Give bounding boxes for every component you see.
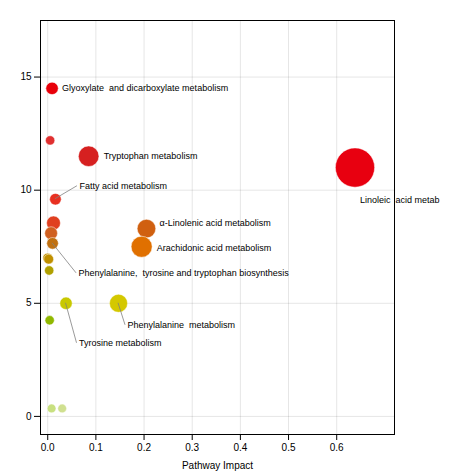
svg-text:Tryptophan metabolism: Tryptophan metabolism — [104, 151, 198, 161]
svg-text:0.5: 0.5 — [282, 442, 296, 453]
svg-text:Pathway Impact: Pathway Impact — [182, 460, 253, 471]
svg-text:0.2: 0.2 — [137, 442, 151, 453]
svg-text:Phenylalanine metabolism: Phenylalanine metabolism — [128, 320, 236, 330]
svg-text:10: 10 — [20, 184, 32, 195]
svg-text:15: 15 — [20, 71, 32, 82]
svg-text:Linoleic acid metab: Linoleic acid metab — [360, 195, 440, 205]
svg-text:0: 0 — [26, 411, 32, 422]
svg-text:Glyoxylate and dicarboxylate: Glyoxylate and dicarboxylate metabolism — [62, 83, 228, 93]
svg-text:Arachidonic acid metabolism: Arachidonic acid metabolism — [157, 243, 272, 253]
svg-text:Phenylalanine, tyrosine and t: Phenylalanine, tyrosine and tryptophan b… — [79, 268, 290, 278]
svg-text:5: 5 — [26, 297, 32, 308]
svg-text:0.0: 0.0 — [41, 442, 55, 453]
svg-text:0.4: 0.4 — [233, 442, 247, 453]
svg-text:Fatty acid metabolism: Fatty acid metabolism — [79, 181, 167, 191]
svg-text:α-Linolenic acid metabolism: α-Linolenic acid metabolism — [159, 218, 270, 228]
svg-text:0.3: 0.3 — [185, 442, 199, 453]
svg-text:0.1: 0.1 — [89, 442, 103, 453]
svg-text:0.6: 0.6 — [330, 442, 344, 453]
svg-text:Tyrosine metabolism: Tyrosine metabolism — [79, 338, 162, 348]
